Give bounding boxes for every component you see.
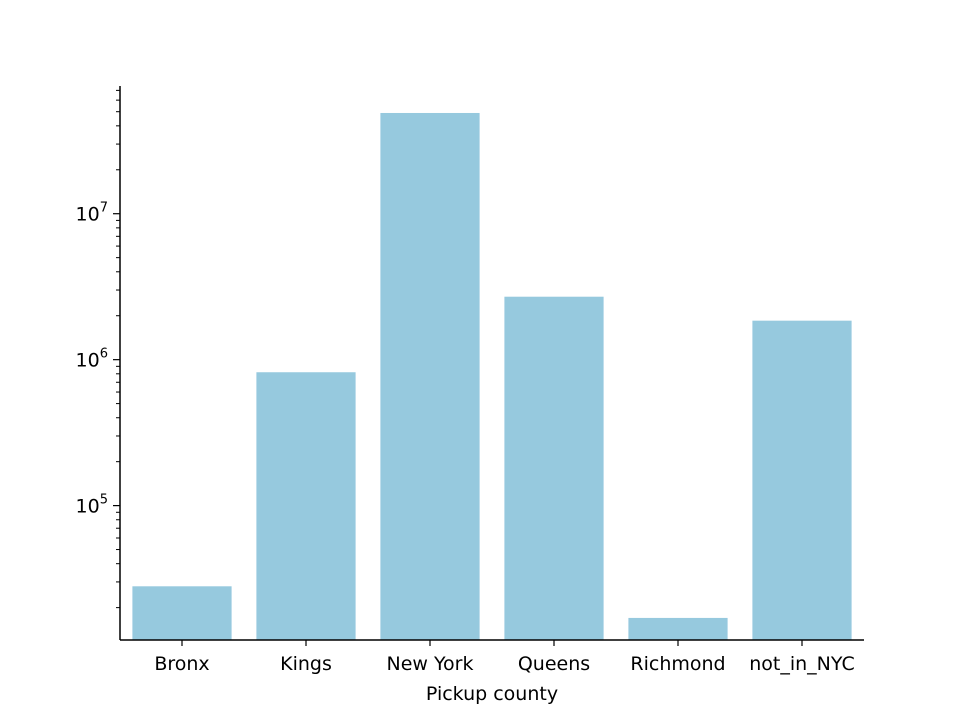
bar-new-york [380, 112, 480, 640]
bar-richmond [628, 617, 728, 640]
x-axis-title: Pickup county [426, 683, 558, 705]
x-tick-label: not_in_NYC [749, 653, 854, 675]
bars-layer [132, 112, 852, 640]
y-tick-label: 105 [76, 493, 108, 518]
y-tick-label: 107 [76, 201, 108, 226]
axes-layer [113, 86, 864, 646]
bar-kings [256, 372, 356, 640]
x-tick-label: Kings [280, 653, 332, 675]
x-tick-label: Bronx [154, 653, 209, 675]
x-tick-label: Richmond [630, 653, 725, 675]
x-tick-label: New York [386, 653, 473, 675]
y-tick-label: 106 [76, 347, 108, 372]
bar-bronx [132, 586, 232, 640]
bar-queens [504, 296, 604, 640]
bar-not-in-nyc [752, 320, 852, 640]
labels-layer: 105 106 107 Bronx Kings New York Queens Richmon… [76, 201, 855, 675]
x-tick-label: Queens [518, 653, 590, 675]
